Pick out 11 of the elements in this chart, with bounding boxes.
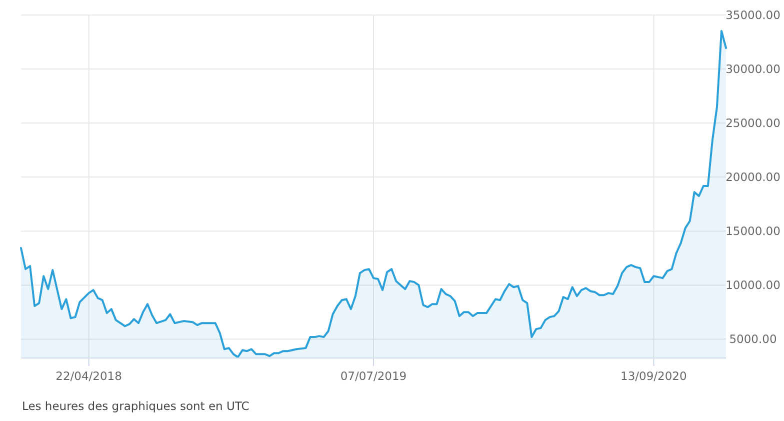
y-tick-label: 5000.00 [729,332,777,346]
y-tick-label: 20000.00 [726,170,780,184]
y-tick-label: 25000.00 [726,116,780,130]
x-tick-label: 07/07/2019 [340,369,407,383]
text: Les heures des graphiques sont en UTC [22,399,250,413]
y-tick-label: 35000.00 [726,8,780,22]
y-tick-label: 15000.00 [726,224,780,238]
x-tick-label: 22/04/2018 [56,369,122,383]
y-tick-label: 10000.00 [726,278,780,292]
x-tick-label: 13/09/2020 [620,369,687,383]
y-tick-label: 30000.00 [726,62,780,76]
